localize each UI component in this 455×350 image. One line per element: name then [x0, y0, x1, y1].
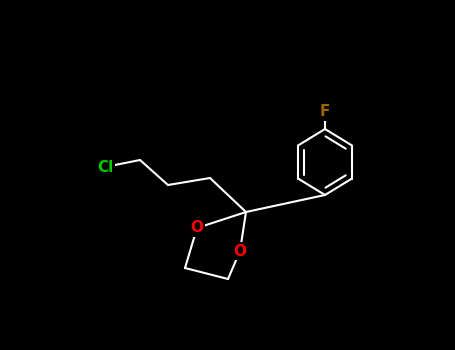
Text: O: O	[191, 220, 203, 236]
Text: F: F	[320, 105, 330, 119]
Text: Cl: Cl	[97, 160, 113, 175]
Text: O: O	[233, 244, 247, 259]
